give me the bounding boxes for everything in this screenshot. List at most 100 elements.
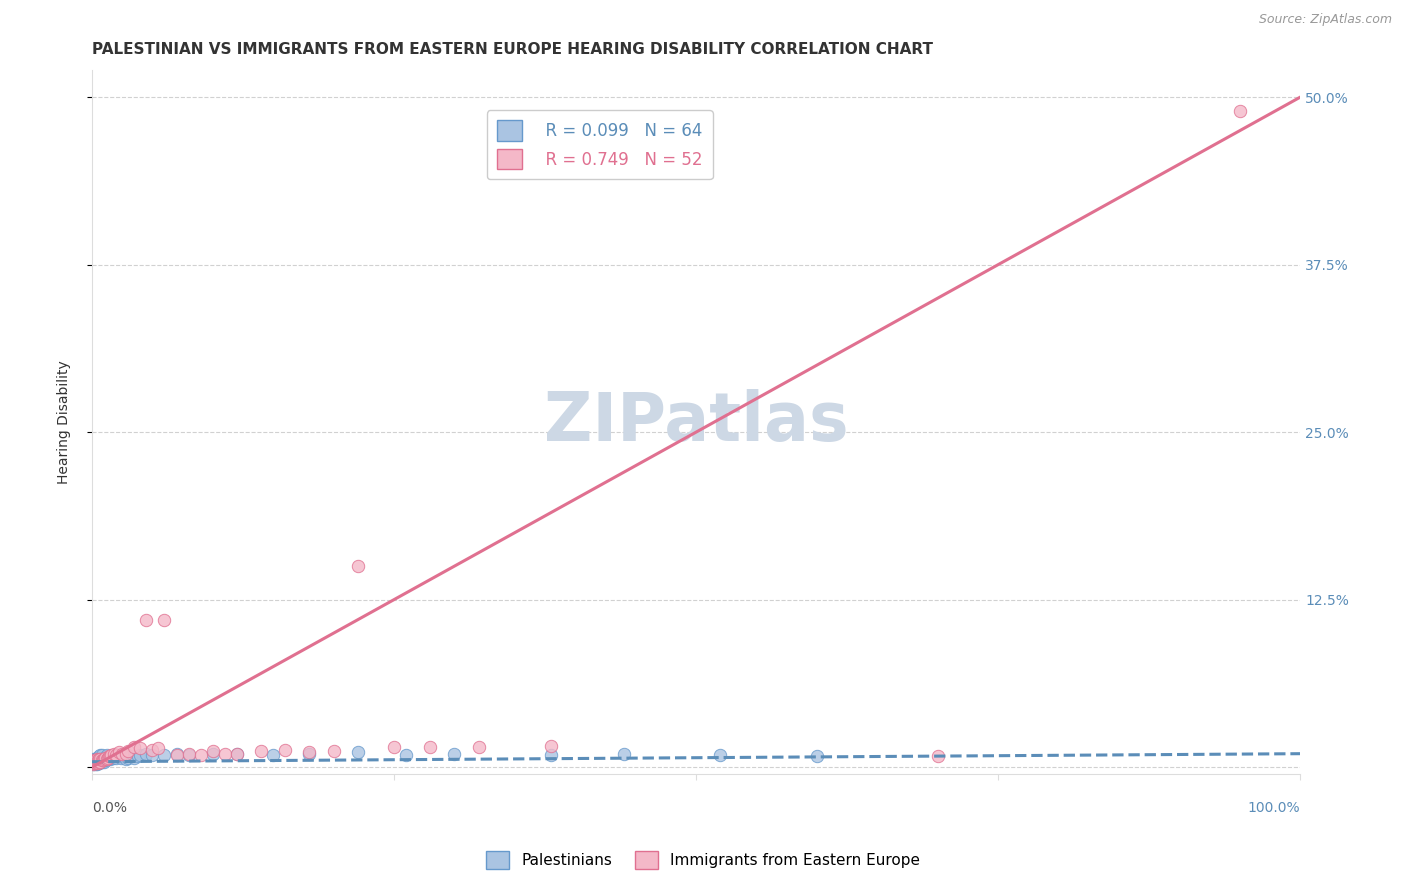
- Point: [129, 747, 152, 762]
- Point: [94, 750, 117, 764]
- Point: [127, 749, 149, 764]
- Point: [97, 750, 120, 764]
- Point: [89, 755, 111, 769]
- Point: [166, 747, 188, 762]
- Point: [87, 753, 110, 767]
- Point: [83, 753, 105, 767]
- Point: [226, 747, 249, 761]
- Point: [419, 739, 441, 754]
- Point: [89, 752, 111, 766]
- Point: [83, 757, 105, 772]
- Point: [709, 747, 731, 762]
- Point: [613, 747, 636, 761]
- Point: [806, 749, 828, 764]
- Point: [89, 749, 111, 764]
- Point: [148, 741, 170, 756]
- Point: [540, 747, 562, 762]
- Point: [110, 750, 132, 764]
- Point: [93, 752, 115, 766]
- Point: [298, 747, 321, 761]
- Point: [153, 613, 176, 627]
- Point: [86, 755, 108, 769]
- Point: [107, 745, 129, 759]
- Point: [87, 753, 110, 767]
- Point: [190, 747, 212, 762]
- Point: [86, 750, 108, 764]
- Point: [90, 747, 112, 762]
- Text: Source: ZipAtlas.com: Source: ZipAtlas.com: [1258, 13, 1392, 27]
- Point: [84, 756, 107, 770]
- Point: [98, 749, 121, 764]
- Point: [120, 749, 142, 764]
- Point: [1229, 103, 1251, 118]
- Point: [141, 747, 163, 762]
- Point: [82, 755, 104, 769]
- Point: [93, 750, 115, 764]
- Point: [89, 756, 111, 770]
- Point: [250, 744, 273, 758]
- Text: 100.0%: 100.0%: [1247, 802, 1301, 815]
- Point: [94, 753, 117, 767]
- Point: [117, 744, 139, 758]
- Point: [83, 756, 105, 770]
- Point: [382, 739, 405, 754]
- Point: [467, 739, 489, 754]
- Point: [87, 750, 110, 764]
- Point: [83, 753, 105, 767]
- Point: [177, 747, 200, 762]
- Point: [100, 749, 122, 764]
- Point: [84, 755, 107, 769]
- Point: [82, 755, 104, 769]
- Point: [346, 559, 368, 574]
- Point: [115, 752, 138, 766]
- Legend:   R = 0.099   N = 64,   R = 0.749   N = 52: R = 0.099 N = 64, R = 0.749 N = 52: [486, 111, 713, 179]
- Point: [87, 756, 110, 770]
- Point: [89, 747, 111, 762]
- Point: [83, 755, 105, 769]
- Legend: Palestinians, Immigrants from Eastern Europe: Palestinians, Immigrants from Eastern Eu…: [479, 845, 927, 875]
- Point: [298, 745, 321, 759]
- Point: [82, 756, 104, 770]
- Point: [443, 747, 465, 761]
- Point: [84, 752, 107, 766]
- Point: [98, 752, 121, 766]
- Point: [201, 744, 224, 758]
- Point: [112, 749, 135, 764]
- Point: [84, 756, 107, 770]
- Point: [103, 747, 125, 761]
- Point: [97, 752, 120, 766]
- Point: [214, 747, 236, 761]
- Point: [97, 749, 120, 764]
- Point: [86, 752, 108, 766]
- Point: [115, 747, 138, 761]
- Point: [91, 753, 114, 767]
- Point: [111, 747, 134, 761]
- Point: [101, 750, 124, 764]
- Text: 0.0%: 0.0%: [91, 802, 127, 815]
- Point: [90, 753, 112, 767]
- Point: [82, 757, 104, 772]
- Point: [346, 745, 368, 759]
- Text: ZIPatlas: ZIPatlas: [544, 389, 848, 455]
- Point: [135, 747, 157, 761]
- Point: [395, 747, 418, 762]
- Point: [96, 752, 118, 766]
- Point: [135, 613, 157, 627]
- Point: [86, 755, 108, 769]
- Point: [82, 752, 104, 766]
- Point: [84, 753, 107, 767]
- Point: [124, 739, 146, 754]
- Point: [86, 757, 108, 772]
- Point: [82, 753, 104, 767]
- Point: [322, 744, 344, 758]
- Point: [274, 742, 297, 756]
- Point: [91, 753, 114, 767]
- Point: [124, 750, 146, 764]
- Point: [83, 756, 105, 770]
- Point: [117, 750, 139, 764]
- Point: [89, 755, 111, 769]
- Point: [201, 747, 224, 761]
- Point: [153, 747, 176, 762]
- Point: [90, 755, 112, 769]
- Point: [105, 747, 128, 762]
